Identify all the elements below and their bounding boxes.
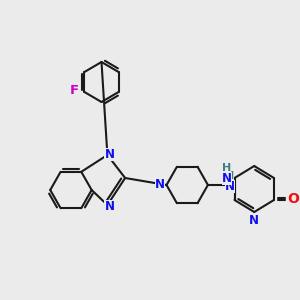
Text: H: H (222, 163, 231, 173)
Text: N: N (154, 178, 165, 191)
Text: F: F (70, 83, 79, 97)
Text: N: N (104, 148, 114, 160)
Text: N: N (222, 172, 232, 184)
Text: H: H (225, 171, 234, 181)
Text: O: O (288, 192, 300, 206)
Text: N: N (249, 214, 259, 226)
Text: N: N (104, 200, 114, 212)
Text: N: N (225, 179, 235, 193)
